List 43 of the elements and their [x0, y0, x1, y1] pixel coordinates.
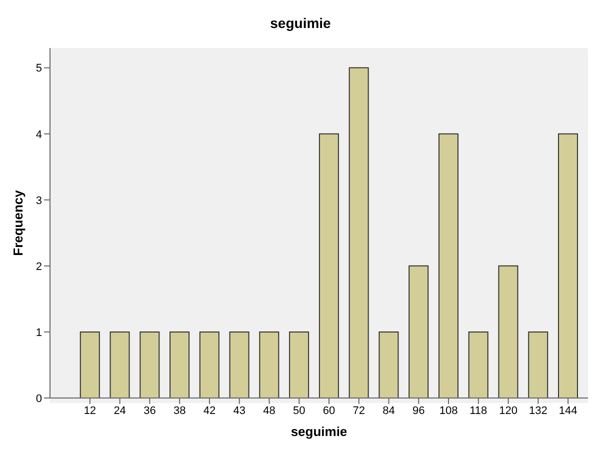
- bar: [80, 331, 100, 398]
- bar: [170, 331, 190, 398]
- bar: [378, 331, 399, 398]
- bar: [229, 331, 250, 398]
- x-tick-label: 60: [322, 404, 336, 417]
- x-tick-label: 50: [292, 404, 306, 417]
- bar: [438, 133, 458, 398]
- y-tick-label: 5: [36, 62, 42, 75]
- x-tick-label: 132: [528, 404, 548, 417]
- y-axis-title: Frequency: [10, 189, 26, 256]
- x-axis-title: seguimie: [290, 424, 348, 439]
- bar: [408, 265, 429, 398]
- y-tick-label: 2: [36, 260, 42, 273]
- x-tick-label: 36: [144, 404, 156, 417]
- bar: [289, 331, 310, 398]
- y-tick-label: 3: [36, 194, 42, 207]
- bar: [318, 133, 339, 398]
- y-tick-label: 4: [36, 128, 42, 141]
- bar: [199, 331, 220, 398]
- x-tick-label: 43: [233, 404, 246, 417]
- chart-title: seguimie: [269, 14, 332, 33]
- bar: [348, 67, 369, 398]
- x-tick-label: 24: [114, 404, 126, 417]
- bar: [528, 331, 548, 398]
- bar: [498, 265, 518, 398]
- y-tick-label: 0: [36, 392, 42, 405]
- x-tick-label: 12: [84, 404, 96, 417]
- x-tick-label: 42: [203, 404, 216, 417]
- x-tick-label: 38: [173, 404, 186, 417]
- x-tick-label: 96: [412, 404, 425, 417]
- bar: [140, 331, 160, 398]
- x-tick-label: 120: [499, 404, 518, 417]
- bar: [259, 331, 280, 398]
- bar: [468, 331, 488, 398]
- x-tick-label: 108: [439, 404, 458, 417]
- y-tick-label: 1: [36, 326, 42, 339]
- x-tick-label: 84: [382, 404, 395, 417]
- x-tick-label: 72: [352, 404, 366, 417]
- bar: [558, 133, 578, 398]
- x-tick-label: 144: [558, 404, 578, 417]
- x-tick-label: 118: [470, 404, 488, 417]
- bar: [110, 331, 130, 398]
- x-tick-label: 48: [263, 404, 276, 417]
